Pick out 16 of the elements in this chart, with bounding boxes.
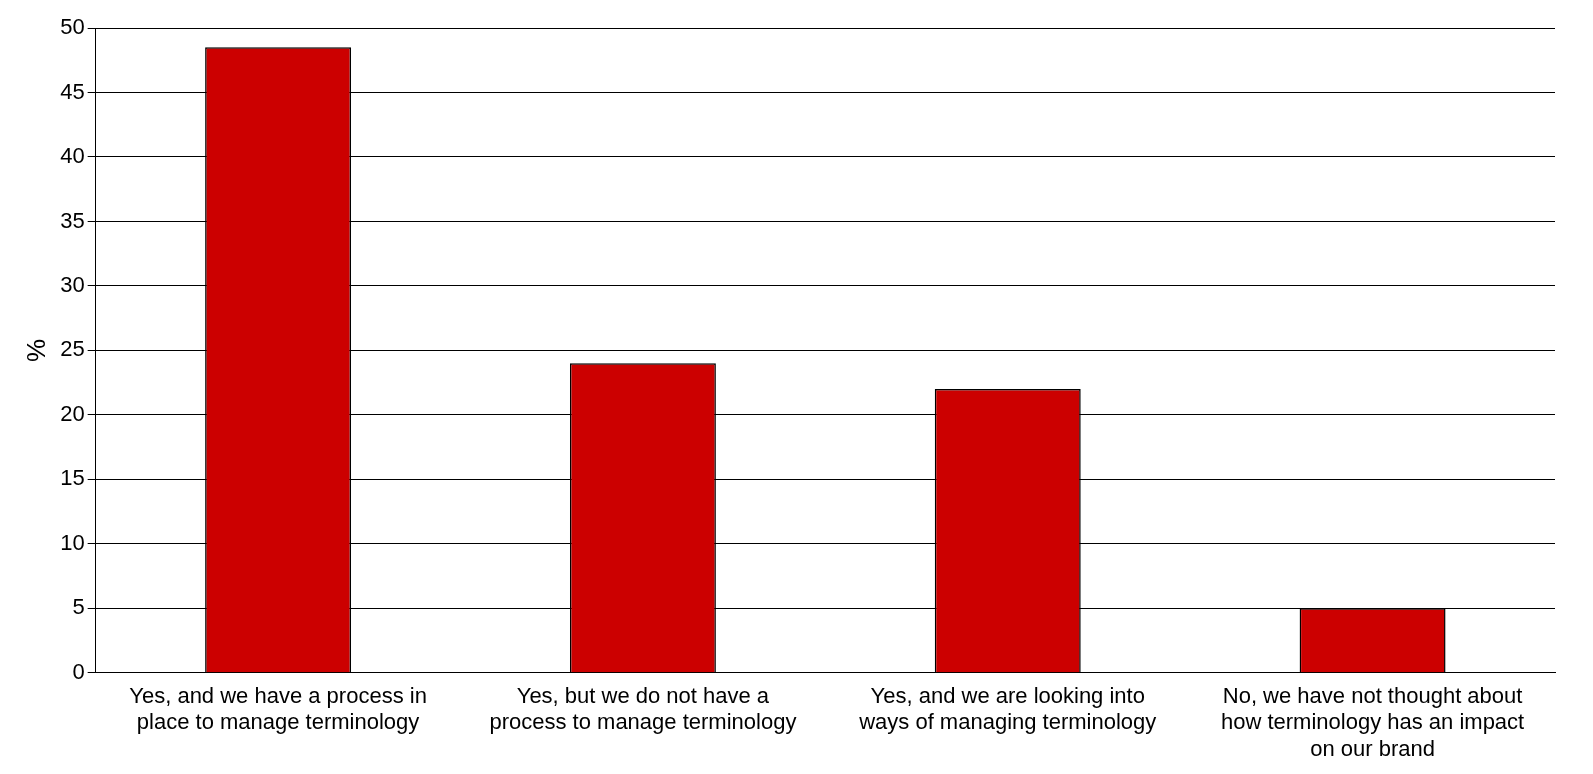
x-tick-label: Yes, and we have a process in place to manage terminology — [129, 683, 427, 735]
y-tick-label: 15 — [60, 465, 85, 491]
y-tick-label: 40 — [60, 143, 85, 169]
y-tick-label: 5 — [72, 594, 85, 620]
x-tick-label: No, we have not thought about how terminology has an impact on our brand — [1220, 683, 1525, 761]
y-tick-label: 35 — [60, 207, 85, 233]
y-tick-label: 20 — [60, 400, 85, 426]
x-tick-label: Yes, but we do not have a process to manage terminology — [489, 683, 797, 735]
y-tick-label: 30 — [60, 271, 85, 297]
y-tick-label: 25 — [60, 336, 85, 362]
y-tick-label: 0 — [72, 658, 85, 684]
y-axis-title: % — [20, 338, 51, 362]
y-tick-label: 50 — [60, 14, 85, 40]
x-tick-label: Yes, and we are looking into ways of managing terminology — [858, 683, 1157, 735]
y-tick-label: 45 — [60, 78, 85, 104]
y-tick-label: 10 — [60, 529, 85, 555]
